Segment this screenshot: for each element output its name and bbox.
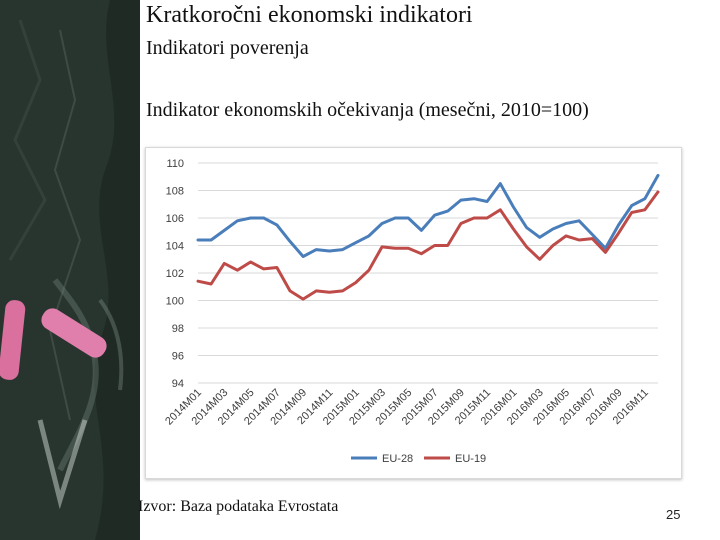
y-tick-label: 102 — [166, 268, 184, 280]
series-line-eu-19 — [196, 190, 660, 301]
chart-container: 94 96 98 100 102 104 106 108 110 2014M01 2014M03 20… — [145, 147, 682, 479]
legend-label: EU-19 — [455, 453, 486, 465]
slide-subtitle: Indikatori poverenja — [146, 37, 309, 59]
y-tick-label: 96 — [172, 351, 184, 363]
y-tick-label: 108 — [166, 186, 184, 198]
y-tick-label: 110 — [166, 158, 184, 170]
line-chart: 9496981001021041061081102014M012014M0320… — [163, 158, 660, 465]
y-tick-label: 106 — [166, 213, 184, 225]
legend-label: EU-28 — [382, 453, 413, 465]
y-tick-label: 94 — [172, 378, 184, 390]
series-line-eu-28 — [196, 173, 660, 258]
y-tick-label: 98 — [172, 323, 184, 335]
y-tick-label: 100 — [166, 296, 184, 308]
y-tick-label: 104 — [166, 241, 184, 253]
chalkboard-decoration — [0, 0, 140, 540]
source-note: Izvor: Baza podataka Evrostata — [138, 498, 339, 515]
page-number: 25 — [666, 507, 681, 522]
chart-heading: Indikator ekonomskih očekivanja (mesečni… — [146, 99, 589, 121]
slide-title: Kratkoročni ekonomski indikatori — [146, 2, 473, 28]
pink-chalk-icon — [0, 300, 107, 380]
